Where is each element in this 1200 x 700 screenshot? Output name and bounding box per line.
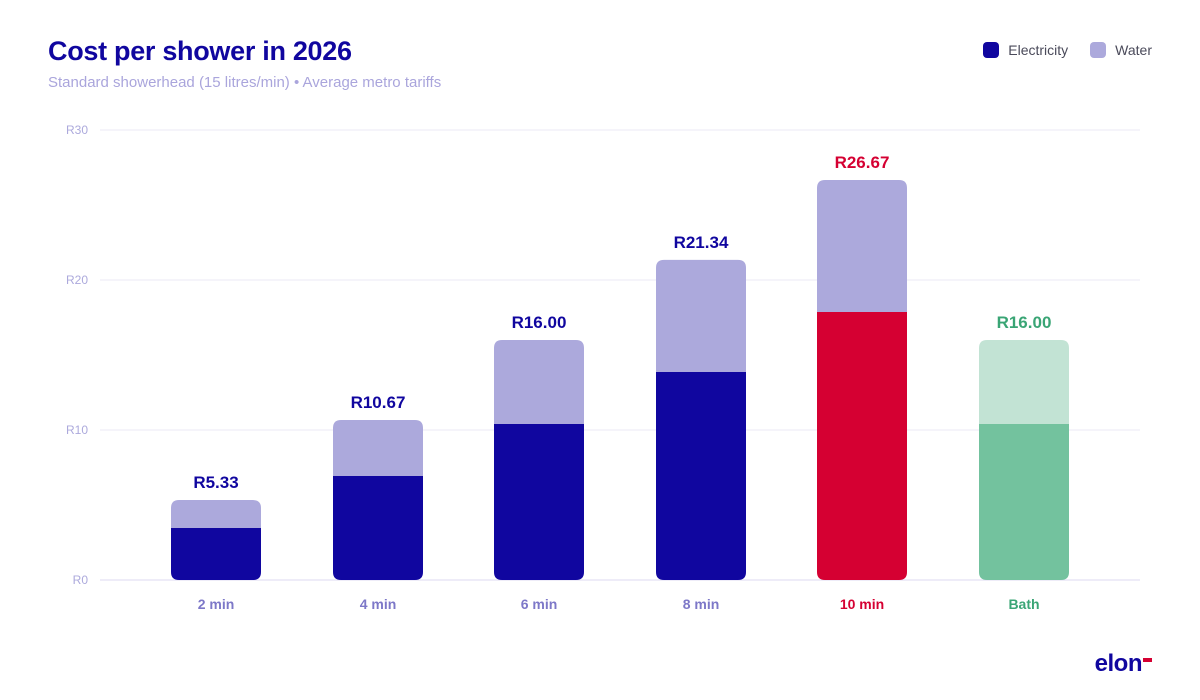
bar-segment-water — [817, 179, 907, 312]
chart-title: Cost per shower in 2026 — [48, 36, 352, 66]
legend: Electricity Water — [983, 42, 1152, 58]
bar-total-label: R16.00 — [512, 313, 567, 332]
brand-logo: elon — [1095, 650, 1152, 678]
y-tick-label: R10 — [66, 423, 88, 437]
bar-total-label: R26.67 — [835, 153, 890, 172]
bar-segment-water — [333, 419, 423, 477]
legend-swatch-electricity — [983, 42, 1000, 58]
y-tick-label: R0 — [73, 573, 89, 587]
bar-total-label: R10.67 — [351, 393, 406, 412]
bar-total-label: R5.33 — [193, 473, 238, 492]
bar-segment-electricity — [817, 311, 907, 580]
x-category-label: 2 min — [198, 596, 235, 612]
legend-item-water: Water — [1090, 42, 1152, 58]
x-category-label: 8 min — [683, 596, 720, 612]
bar-total-label: R16.00 — [997, 313, 1052, 332]
x-category-label: 10 min — [840, 596, 884, 612]
brand-logo-accent — [1143, 658, 1152, 662]
bar-segment-water — [979, 340, 1069, 424]
bar-segment-electricity — [656, 371, 746, 580]
legend-label-water: Water — [1115, 42, 1152, 58]
bar-segment-electricity — [171, 527, 261, 580]
chart-subtitle: Standard showerhead (15 litres/min) • Av… — [48, 74, 442, 91]
bar-segment-electricity — [333, 476, 423, 580]
legend-item-electricity: Electricity — [983, 42, 1068, 58]
bar-segment-electricity — [494, 424, 584, 580]
bar-segment-water — [171, 500, 261, 528]
bar-total-label: R21.34 — [674, 233, 729, 252]
legend-label-electricity: Electricity — [1008, 42, 1069, 58]
bar-segment-water — [494, 340, 584, 424]
brand-logo-text: elon — [1094, 650, 1143, 677]
x-category-label: 4 min — [360, 596, 397, 612]
y-tick-label: R20 — [66, 273, 88, 287]
bar-segment-electricity — [979, 424, 1069, 580]
legend-swatch-water — [1090, 42, 1107, 58]
y-tick-label: R30 — [66, 123, 88, 137]
x-category-label: 6 min — [521, 596, 558, 612]
bar-segment-water — [656, 259, 746, 372]
x-category-label: Bath — [1008, 596, 1039, 612]
